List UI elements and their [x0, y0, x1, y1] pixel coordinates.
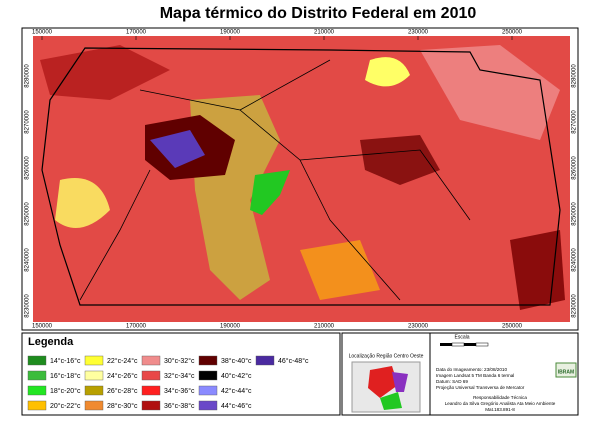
x-coord-label: 190000	[220, 30, 241, 36]
legend-swatch	[27, 385, 47, 396]
legend-swatch	[198, 400, 218, 411]
legend-label: 26°c-28°c	[107, 387, 138, 395]
location-title: Localização Região Centro Oeste	[349, 353, 424, 359]
y-coord-label: 8280000	[572, 64, 578, 88]
legend-label: 42°c-44°c	[221, 387, 252, 395]
legend-label: 38°c-40°c	[221, 357, 252, 365]
x-coord-label: 250000	[502, 324, 523, 330]
legend-label: 30°c-32°c	[164, 357, 195, 365]
legend-swatch	[84, 400, 104, 411]
credit-line: Mat.183.891-8	[485, 407, 515, 412]
location-state	[380, 392, 402, 410]
legend-box	[21, 332, 341, 416]
warm-area	[300, 240, 380, 300]
y-coord-label: 8260000	[572, 156, 578, 180]
y-coord-label: 8280000	[25, 64, 31, 88]
legend-swatch	[84, 385, 104, 396]
region-boundary	[79, 59, 471, 301]
y-coord-label: 8250000	[572, 202, 578, 226]
y-coord-label: 8250000	[25, 202, 31, 226]
legend-label: 28°c-30°c	[107, 402, 138, 410]
y-coord-label: 8230000	[25, 294, 31, 318]
x-coord-label: 190000	[220, 324, 241, 330]
info-line: Projeção Universal Transversa de Mercato…	[436, 385, 525, 390]
legend-swatch	[27, 355, 47, 366]
legend-label: 20°c-22°c	[50, 402, 81, 410]
x-coord-label: 230000	[408, 324, 429, 330]
urban-hottest	[150, 130, 205, 168]
legend-title: Legenda	[28, 336, 74, 348]
cool-area	[365, 57, 410, 87]
y-coord-label: 8230000	[572, 294, 578, 318]
x-coord-label: 250000	[502, 30, 523, 36]
coordinates: 150000 150000 170000 170000 190000 190000 2100…	[25, 30, 578, 330]
y-coord-label: 8270000	[25, 110, 31, 134]
warm-area	[420, 45, 560, 140]
legend-swatch	[198, 385, 218, 396]
legend-swatch	[141, 385, 161, 396]
legend-swatch	[255, 355, 275, 366]
credit-line: Responsabilidade Técnica	[473, 395, 527, 400]
legend-label: 18°c-20°c	[50, 387, 81, 395]
x-coord-label: 150000	[32, 324, 53, 330]
legend-label: 32°c-34°c	[164, 372, 195, 380]
legend-swatch	[141, 400, 161, 411]
y-coord-label: 8240000	[25, 248, 31, 272]
y-coord-label: 8240000	[572, 248, 578, 272]
legend-label: 14°c-16°c	[50, 357, 81, 365]
x-coord-label: 170000	[126, 324, 147, 330]
legend-label: 22°c-24°c	[107, 357, 138, 365]
legend-label: 44°c-46°c	[221, 402, 252, 410]
x-coord-label: 170000	[126, 30, 147, 36]
y-coord-label: 8260000	[25, 156, 31, 180]
info-box	[429, 332, 579, 416]
hot-area	[40, 45, 170, 100]
legend-label: 34°c-36°c	[164, 387, 195, 395]
legend-swatch	[141, 370, 161, 381]
scale-title: Escala	[454, 334, 469, 340]
legend-swatch	[198, 370, 218, 381]
legend-swatch	[27, 370, 47, 381]
legend-label: 40°c-42°c	[221, 372, 252, 380]
x-coord-label: 210000	[314, 324, 335, 330]
legend-swatch	[84, 370, 104, 381]
x-coord-label: 230000	[408, 30, 429, 36]
cool-area	[55, 178, 110, 228]
location-state	[368, 366, 398, 398]
legend-swatch	[198, 355, 218, 366]
y-coord-label: 8270000	[572, 110, 578, 134]
x-coord-label: 210000	[314, 30, 335, 36]
legend-label: 24°c-26°c	[107, 372, 138, 380]
info-line: Datum: SAD 69	[436, 379, 468, 384]
logo	[555, 362, 577, 378]
legend-swatch	[27, 400, 47, 411]
thermal-map	[33, 36, 570, 322]
legend-swatch	[141, 355, 161, 366]
hot-area	[360, 135, 440, 185]
legend-swatch	[84, 355, 104, 366]
logo-text: IBRAM	[558, 369, 574, 375]
legend: 14°c-16°c 16°c-18°c 18°c-20°c 20°c-22°c 22°c…	[27, 355, 309, 411]
info-line: Data do Imageamento: 23/08/2010	[436, 367, 507, 372]
location-state	[392, 372, 408, 392]
x-coord-label: 150000	[32, 30, 53, 36]
info-line: Imagem Landsat 5 TM Banda 6 termal	[436, 373, 514, 378]
scale-bar	[440, 342, 489, 347]
district-boundary	[41, 47, 561, 306]
legend-label: 16°c-18°c	[50, 372, 81, 380]
legend-label: 46°c-48°c	[278, 357, 309, 365]
title: Mapa térmico do Distrito Federal em 2010	[160, 5, 477, 22]
credit-line: Leandro da Silva Gregório Analista Ata M…	[445, 401, 556, 406]
legend-label: 36°c-38°c	[164, 402, 195, 410]
lake	[250, 170, 290, 215]
